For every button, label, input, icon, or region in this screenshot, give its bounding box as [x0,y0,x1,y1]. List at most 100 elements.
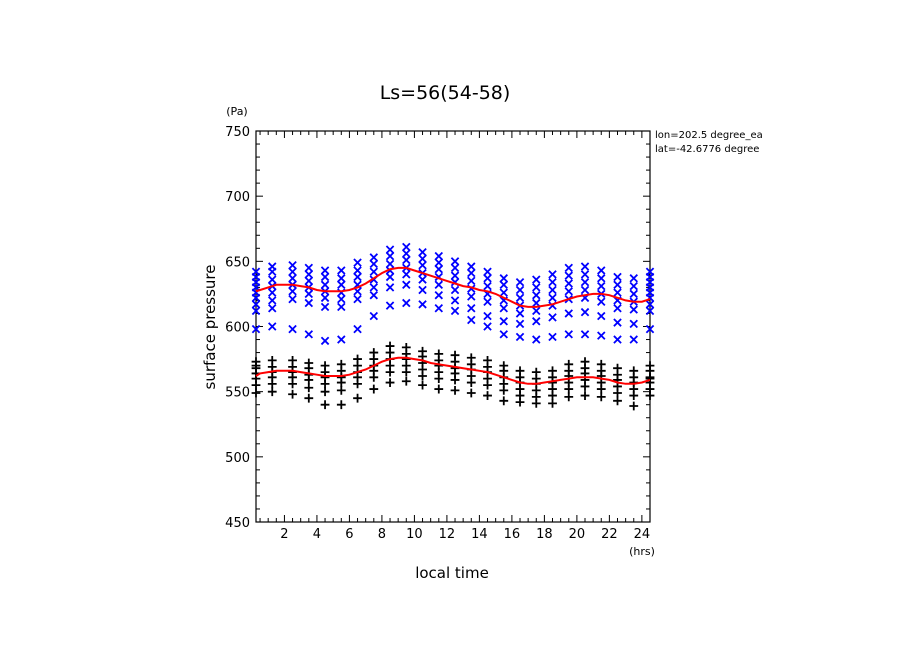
y-tick-label: 650 [225,255,250,270]
data-point-x [467,268,476,278]
data-point-x [450,296,460,305]
x-tick-label: 8 [378,527,386,542]
data-point-x [320,272,330,282]
data-point-x [532,335,541,344]
data-point-x [613,318,622,327]
data-point-plus [336,400,346,410]
data-point-x [597,331,606,340]
data-point-plus [629,401,639,411]
x-tick-label: 4 [313,527,321,542]
data-point-x [320,302,330,312]
data-point-x [268,288,277,297]
data-point-x [450,263,460,273]
x-tick-label: 22 [601,527,618,542]
data-point-x [402,298,411,308]
data-point-x [268,267,277,276]
data-point-x [499,304,509,313]
data-point-x [434,264,444,274]
data-point-x [645,300,655,309]
data-point-x [629,274,638,283]
mean-line [255,356,651,385]
x-tick-label: 6 [345,527,353,542]
data-point-x [515,285,525,295]
data-point-x [629,335,638,344]
data-point-plus [401,367,411,377]
data-point-plus [531,398,541,408]
y-tick-label: 750 [225,125,250,140]
data-point-x [320,293,330,303]
data-point-x [268,304,277,313]
data-point-x [483,322,492,331]
data-point-x [548,293,557,303]
x-axis-unit: (hrs) [629,545,655,558]
data-point-x [548,277,557,287]
annotation-lat: lat=-42.6776 degree [655,144,759,155]
data-point-x [402,280,411,290]
data-point-x [580,270,590,279]
data-point-x [434,280,444,290]
data-point-x [515,277,525,287]
data-point-plus [564,384,574,394]
data-point-x [467,276,476,286]
data-point-x [320,280,330,290]
data-point-x [304,289,314,299]
data-point-plus [580,382,590,391]
data-point-x [580,307,590,317]
y-tick-label: 550 [225,386,250,401]
data-point-x [499,330,509,339]
data-point-x [548,285,557,295]
data-point-x [564,279,573,288]
data-point-x [369,253,379,262]
data-point-plus [466,378,476,387]
data-point-plus [288,389,297,399]
y-tick-label: 700 [225,190,250,205]
data-point-x [304,330,314,339]
data-point-x [251,293,261,303]
data-point-x [353,294,362,304]
data-point-x [597,266,606,275]
data-point-plus [515,397,525,407]
data-point-plus [645,374,655,384]
data-point-plus [401,376,411,386]
data-point-x [499,317,509,326]
data-point-x [597,274,606,283]
data-point-plus [267,387,277,397]
data-point-x [369,290,379,300]
data-point-x [304,263,314,273]
data-point-x [483,274,492,283]
data-point-plus [450,375,460,385]
data-point-plus [418,371,427,381]
data-point-plus [483,391,492,400]
x-tick-label: 2 [280,527,288,542]
data-point-x [288,261,297,270]
data-point-plus [466,388,476,398]
data-point-x [337,302,346,312]
data-point-plus [564,392,574,402]
data-point-x [353,272,362,282]
data-point-x [597,297,606,306]
data-point-x [402,255,411,265]
data-point-x [483,297,492,306]
plot-frame [255,130,651,523]
data-point-x [304,298,314,308]
data-point-x [251,324,261,334]
data-point-x [288,294,297,304]
data-point-x [483,281,492,291]
data-point-plus [483,380,492,390]
data-point-plus [251,380,261,390]
data-point-plus [596,384,606,394]
data-point-x [304,270,314,279]
data-point-x [288,274,297,283]
data-point-x [304,276,314,286]
data-point-plus [418,380,427,390]
data-point-plus [548,398,557,408]
data-point-x [613,304,622,313]
data-point-x [385,245,395,254]
data-point-x [629,289,638,299]
data-point-x [515,293,525,303]
data-point-x [450,306,460,316]
data-point-x [434,304,444,313]
data-point-x [369,311,379,321]
data-point-x [629,305,638,314]
data-point-x [268,296,277,305]
